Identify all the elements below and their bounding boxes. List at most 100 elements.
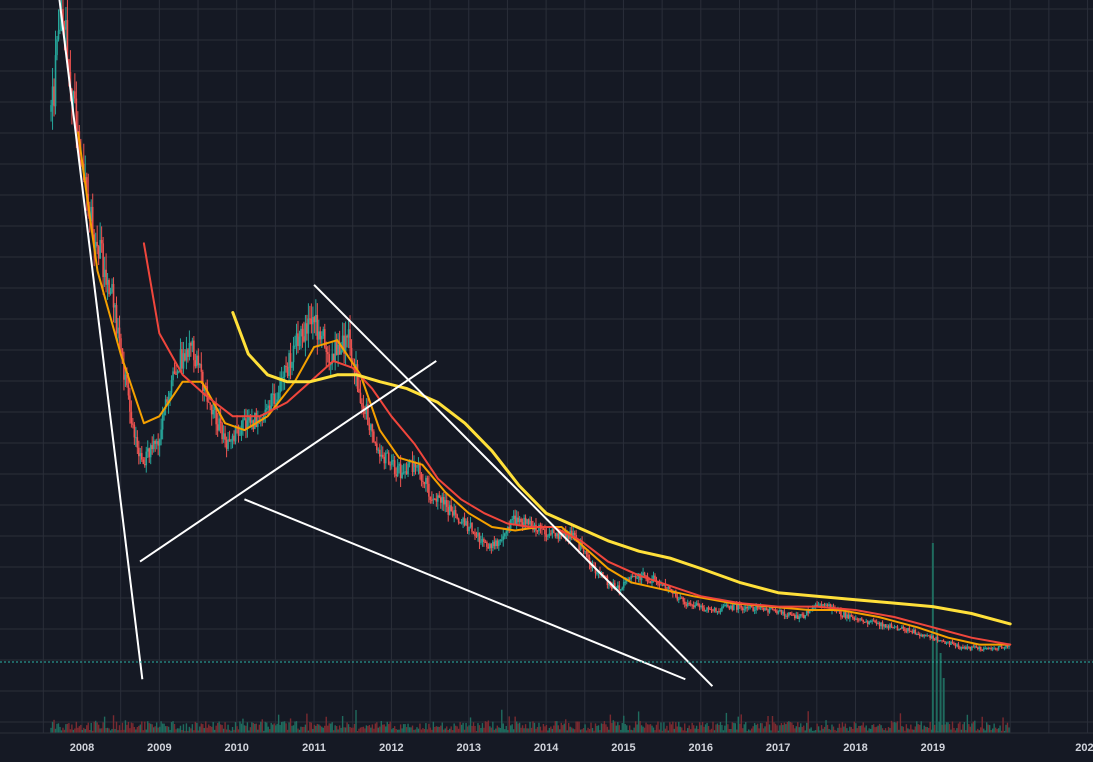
candle-body (114, 305, 116, 308)
volume-bar (977, 728, 979, 733)
candle-body (634, 576, 637, 579)
volume-bar (749, 730, 751, 733)
volume-bar (303, 726, 305, 733)
candle-body (402, 472, 405, 474)
candle-body (146, 448, 149, 452)
volume-bar (871, 724, 873, 733)
candle-body (915, 633, 918, 635)
candle-body (329, 364, 332, 366)
volume-bar (739, 723, 741, 733)
candle-body (167, 396, 170, 402)
candle-body (472, 531, 475, 533)
volume-bar (872, 724, 875, 733)
candle-body (614, 583, 616, 589)
volume-bar (504, 729, 506, 733)
volume-bar (825, 720, 827, 733)
candle-body (346, 335, 348, 338)
volume-bar (721, 725, 723, 733)
candle-body (715, 608, 717, 612)
volume-bar (249, 727, 252, 733)
candle-body (548, 533, 551, 536)
candle-body (962, 647, 964, 649)
volume-bar (756, 723, 759, 733)
volume-bar (512, 729, 515, 733)
volume-bar (905, 724, 908, 733)
candle-body (890, 624, 893, 628)
candle-body (791, 614, 793, 616)
candle-body (777, 610, 780, 614)
candle-body (417, 464, 420, 467)
candle-body (716, 611, 719, 613)
candle-body (450, 505, 452, 512)
candle-body (759, 605, 762, 609)
volume-bar (764, 726, 766, 733)
volume-bar (53, 719, 55, 733)
volume-bar (807, 711, 809, 733)
candle-body (965, 647, 967, 650)
volume-bar (669, 722, 671, 733)
candle-body (435, 498, 438, 502)
volume-bar (800, 723, 802, 733)
volume-bar (459, 722, 461, 733)
volume-bar (172, 721, 174, 733)
volume-bar (63, 729, 66, 733)
candle-body (788, 612, 790, 616)
volume-bar (92, 730, 94, 733)
candle-body (503, 533, 506, 537)
volume-bar (312, 728, 314, 733)
volume-bar (288, 722, 290, 733)
candle-body (670, 588, 673, 591)
candle-body (712, 609, 714, 611)
volume-bar (547, 730, 549, 733)
candle-body (371, 424, 374, 432)
volume-bar (429, 727, 432, 733)
candle-body (380, 454, 383, 457)
candle-body (947, 642, 949, 644)
volume-bar (715, 724, 717, 733)
candle-body (283, 365, 286, 378)
candle-body (619, 589, 622, 591)
volume-bar (227, 724, 229, 733)
volume-bar (633, 727, 635, 733)
volume-bar (194, 721, 197, 733)
volume-bar (364, 728, 366, 733)
volume-bar (383, 724, 385, 733)
candle-body (960, 647, 963, 649)
volume-bar (670, 724, 673, 733)
candle-body (65, 20, 67, 30)
volume-bar (106, 727, 109, 733)
candle-body (102, 243, 104, 278)
candle-body (270, 393, 273, 411)
volume-bar (591, 728, 594, 733)
volume-bar (167, 726, 170, 733)
volume-bar (959, 721, 961, 733)
volume-bar (484, 721, 487, 733)
candle-body (138, 447, 140, 457)
volume-bar (600, 723, 603, 733)
volume-bar (917, 724, 919, 733)
candle-body (328, 354, 331, 366)
volume-bar (139, 724, 142, 733)
volume-bar (359, 727, 362, 733)
candle-body (468, 526, 470, 532)
volume-bar (740, 714, 742, 733)
candle-body (820, 604, 823, 606)
candle-body (996, 648, 998, 650)
candle-body (993, 648, 995, 650)
volume-bar (545, 725, 548, 733)
volume-bar-spike (935, 628, 938, 733)
candle-body (979, 647, 982, 651)
x-axis-tick-label: 2008 (70, 742, 94, 754)
volume-bar (788, 721, 790, 733)
volume-bar (269, 729, 271, 733)
volume-bar (230, 730, 232, 733)
candle-body (255, 412, 258, 427)
volume-bar (319, 725, 321, 733)
candle-body (130, 411, 133, 424)
volume-bar (996, 728, 998, 733)
volume-bar (225, 729, 228, 733)
candle-body (108, 280, 110, 295)
volume-bar (374, 723, 377, 733)
candle-body (393, 460, 396, 475)
